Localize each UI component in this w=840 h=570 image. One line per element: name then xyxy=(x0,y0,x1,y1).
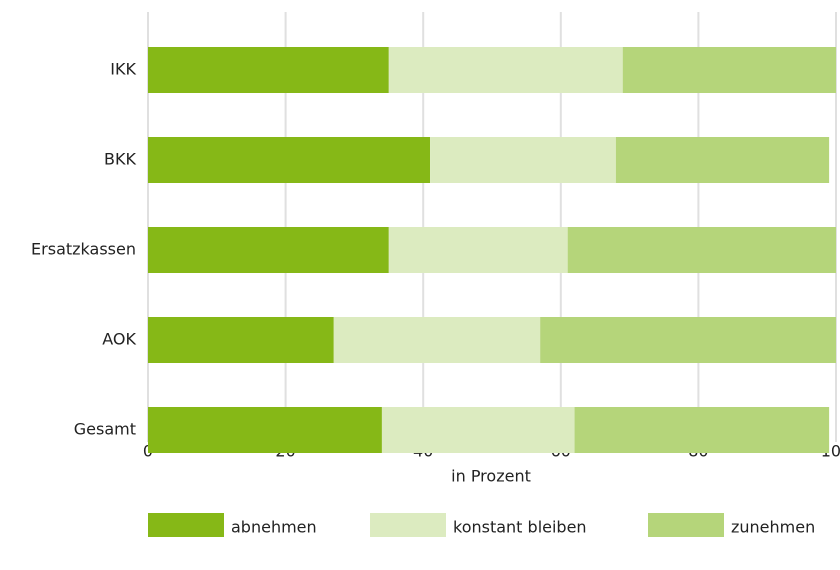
bar xyxy=(381,407,575,453)
legend-label: abnehmen xyxy=(231,518,317,537)
legend-swatch xyxy=(648,513,724,537)
legend-swatch xyxy=(370,513,446,537)
legend-label: konstant bleiben xyxy=(453,518,587,537)
legend-swatch xyxy=(148,513,224,537)
y-tick-label: Gesamt xyxy=(74,420,136,439)
bar xyxy=(148,317,334,363)
x-axis-label: in Prozent xyxy=(451,467,531,486)
y-tick-label: Ersatzkassen xyxy=(31,240,136,259)
bar xyxy=(567,227,836,273)
legend-label: zunehmen xyxy=(731,518,815,537)
bar xyxy=(148,227,389,273)
bar xyxy=(574,407,830,453)
bar xyxy=(148,47,389,93)
y-tick-label: BKK xyxy=(104,150,136,169)
bar xyxy=(615,137,830,183)
bar xyxy=(388,227,568,273)
y-tick-label: AOK xyxy=(102,330,136,349)
y-tick-label: IKK xyxy=(110,60,136,79)
bar xyxy=(388,47,623,93)
bar xyxy=(148,137,431,183)
bar xyxy=(333,317,541,363)
bar xyxy=(148,407,382,453)
bar xyxy=(430,137,616,183)
bar xyxy=(540,317,836,363)
bar xyxy=(622,47,836,93)
